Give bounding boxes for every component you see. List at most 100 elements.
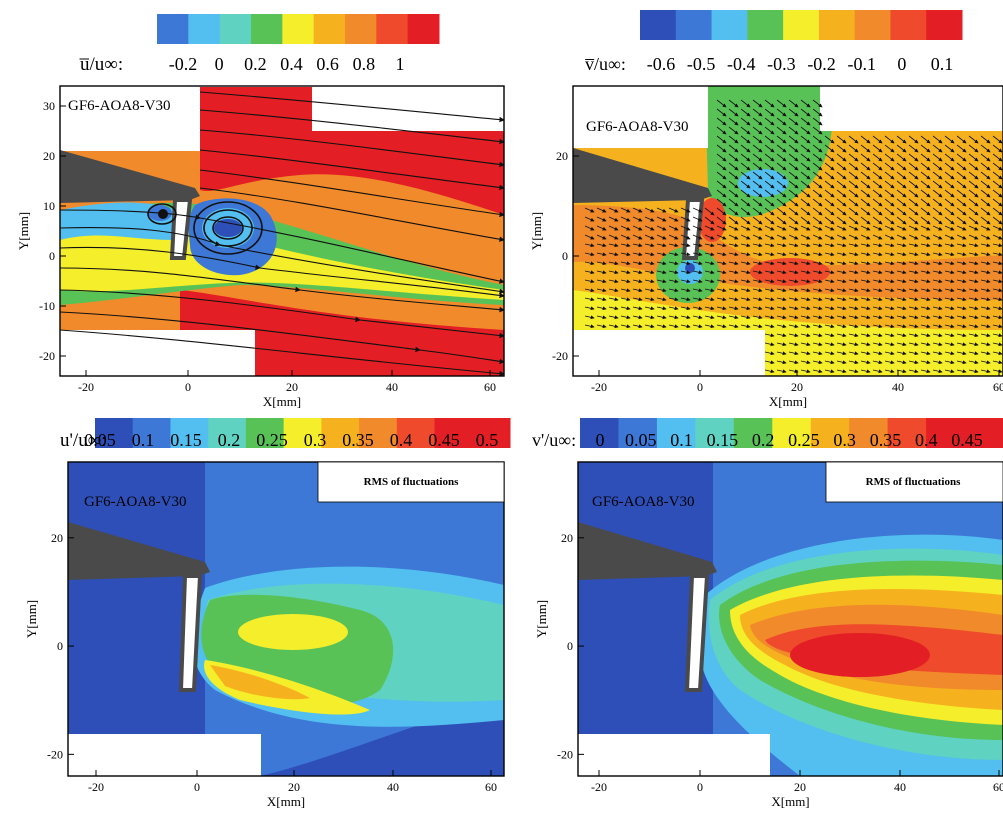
velocity-vector <box>632 315 643 320</box>
x-tick-label: 60 <box>485 780 497 794</box>
velocity-vector <box>932 225 943 231</box>
velocity-vector <box>824 198 835 207</box>
velocity-vector <box>968 225 979 231</box>
velocity-vector <box>872 351 883 356</box>
velocity-vector <box>992 153 1003 162</box>
velocity-vector <box>944 360 955 365</box>
velocity-vector <box>608 216 619 222</box>
velocity-vector <box>980 252 991 257</box>
velocity-vector <box>908 234 919 240</box>
velocity-vector <box>992 288 1003 293</box>
velocity-vector <box>812 333 823 338</box>
velocity-vector <box>752 144 763 153</box>
velocity-vector <box>896 135 907 144</box>
velocity-vector <box>740 243 751 248</box>
velocity-vector <box>620 261 631 266</box>
velocity-vector <box>752 252 763 257</box>
velocity-vector <box>968 180 979 189</box>
velocity-vector <box>740 315 751 320</box>
streamline <box>199 149 504 191</box>
velocity-vector <box>896 252 907 257</box>
velocity-vector <box>800 252 811 257</box>
velocity-vector <box>692 216 703 222</box>
velocity-vector <box>776 180 787 189</box>
velocity-vector <box>788 315 799 320</box>
velocity-vector <box>956 270 967 275</box>
velocity-vector <box>932 279 943 284</box>
velocity-vector <box>944 288 955 293</box>
velocity-vector <box>776 207 787 216</box>
velocity-vector <box>716 297 727 302</box>
velocity-vector <box>752 99 763 108</box>
velocity-vector <box>680 225 691 231</box>
velocity-vector <box>932 369 943 374</box>
velocity-vector <box>944 243 955 248</box>
colorbar-tick-label: -0.2 <box>807 54 836 74</box>
velocity-vector <box>896 243 907 248</box>
velocity-vector <box>776 99 787 108</box>
velocity-vector <box>752 198 763 207</box>
velocity-vector <box>764 270 775 275</box>
y-tick-label: 20 <box>43 149 55 163</box>
velocity-vector <box>776 126 787 135</box>
velocity-vector <box>596 225 607 231</box>
velocity-vector <box>968 297 979 302</box>
vortex-streamline <box>147 203 177 225</box>
velocity-vector <box>800 180 811 189</box>
x-axis-label: X[mm] <box>263 394 301 409</box>
velocity-vector <box>584 243 595 248</box>
x-tick-label: 40 <box>892 380 904 394</box>
field-rms-v <box>578 462 1003 776</box>
velocity-vector <box>656 279 667 284</box>
velocity-vector <box>884 171 895 180</box>
y-tick-label: 20 <box>51 531 63 545</box>
velocity-vector <box>584 207 595 213</box>
velocity-vector <box>680 279 691 284</box>
colorbar-label-mean-u: u̅/u∞: <box>79 54 123 75</box>
velocity-vector <box>848 297 859 302</box>
velocity-vector <box>788 234 799 240</box>
velocity-vector <box>788 126 799 135</box>
velocity-vector <box>992 306 1003 311</box>
velocity-vector <box>812 162 823 171</box>
velocity-vector <box>944 279 955 284</box>
velocity-vector <box>956 243 967 248</box>
velocity-vector <box>764 342 775 347</box>
velocity-vector <box>716 153 727 162</box>
velocity-vector <box>836 198 847 207</box>
velocity-vector <box>800 99 811 108</box>
velocity-vector <box>836 171 847 180</box>
velocity-vector <box>776 243 787 248</box>
velocity-vector <box>728 234 739 240</box>
velocity-vector <box>632 243 643 248</box>
velocity-vector <box>956 234 967 240</box>
velocity-vector <box>728 162 739 171</box>
velocity-vector <box>632 270 643 275</box>
velocity-vector <box>644 297 655 302</box>
velocity-vector <box>992 279 1003 284</box>
velocity-vector <box>956 153 967 162</box>
velocity-vector <box>704 279 715 284</box>
velocity-vector <box>932 153 943 162</box>
velocity-vector <box>956 342 967 347</box>
velocity-vector <box>800 234 811 240</box>
velocity-vector <box>740 207 751 216</box>
velocity-vector <box>896 234 907 240</box>
velocity-vector <box>944 216 955 225</box>
velocity-vector <box>596 252 607 257</box>
velocity-vector <box>656 324 667 329</box>
x-tick-label: 20 <box>288 780 300 794</box>
velocity-vector <box>812 270 823 275</box>
velocity-vector <box>800 117 811 126</box>
velocity-vector <box>656 252 667 257</box>
velocity-vector <box>908 162 919 171</box>
velocity-vector <box>956 171 967 180</box>
velocity-vector <box>764 189 775 198</box>
velocity-vector <box>764 162 775 171</box>
velocity-vector <box>800 108 811 117</box>
velocity-vector <box>932 189 943 198</box>
axes-rms-v: -20 0 20 40 60 20 0 -20 X[mm] Y[mm] <box>534 531 1003 809</box>
velocity-vector <box>764 333 775 338</box>
velocity-vector <box>992 270 1003 275</box>
colorbar-swatch <box>359 418 398 448</box>
